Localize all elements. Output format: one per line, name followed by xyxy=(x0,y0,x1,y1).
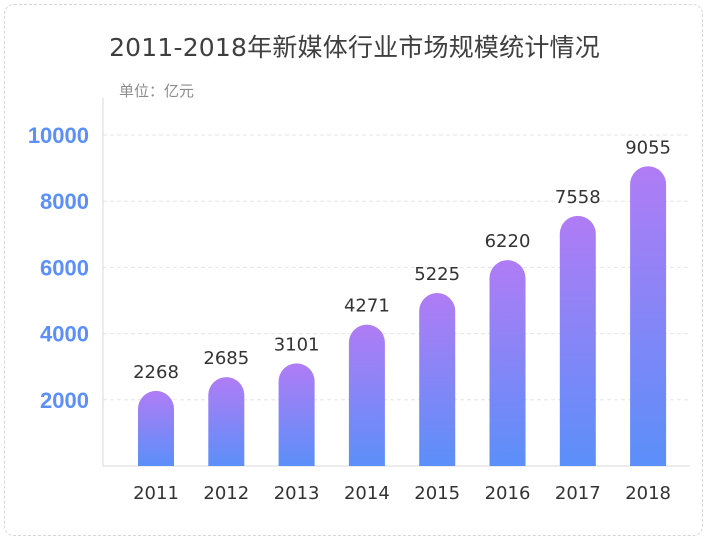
x-tick-label: 2014 xyxy=(344,483,390,504)
y-tick-label: 6000 xyxy=(40,255,89,280)
x-tick-label: 2013 xyxy=(274,483,320,504)
y-tick-label: 10000 xyxy=(28,123,89,148)
bars xyxy=(138,166,667,467)
bar xyxy=(489,260,526,466)
y-tick-label: 8000 xyxy=(40,189,89,214)
bar xyxy=(419,293,456,466)
data-label: 5225 xyxy=(414,264,460,285)
bar xyxy=(559,215,596,466)
data-label: 4271 xyxy=(344,296,390,317)
data-label: 7558 xyxy=(555,187,601,208)
bar xyxy=(208,377,245,466)
x-tick-label: 2012 xyxy=(203,483,249,504)
data-label: 6220 xyxy=(485,231,531,252)
y-tick-label: 4000 xyxy=(40,322,89,347)
data-label: 2268 xyxy=(133,362,179,383)
chart-title: 2011-2018年新媒体行业市场规模统计情况 xyxy=(109,33,600,62)
data-label: 9055 xyxy=(625,137,671,158)
x-tick-label: 2017 xyxy=(555,483,601,504)
x-tick-label: 2011 xyxy=(133,483,179,504)
data-label: 2685 xyxy=(203,348,249,369)
bar xyxy=(278,363,315,466)
x-tick-label: 2016 xyxy=(485,483,531,504)
bar xyxy=(348,324,385,466)
y-tick-labels: 2000 4000 6000 8000 10000 xyxy=(28,123,89,413)
x-tick-label: 2018 xyxy=(625,483,671,504)
y-tick-label: 2000 xyxy=(40,388,89,413)
grid-lines xyxy=(103,134,690,401)
data-label: 3101 xyxy=(274,334,320,355)
x-tick-label: 2015 xyxy=(414,483,460,504)
bar xyxy=(630,166,667,467)
x-tick-labels: 2011 2012 2013 2014 2015 2016 2017 2018 xyxy=(133,483,671,504)
bar xyxy=(138,390,174,466)
data-labels: 2268 2685 3101 4271 5225 6220 7558 9055 xyxy=(133,137,671,383)
unit-label: 单位：亿元 xyxy=(119,82,195,100)
